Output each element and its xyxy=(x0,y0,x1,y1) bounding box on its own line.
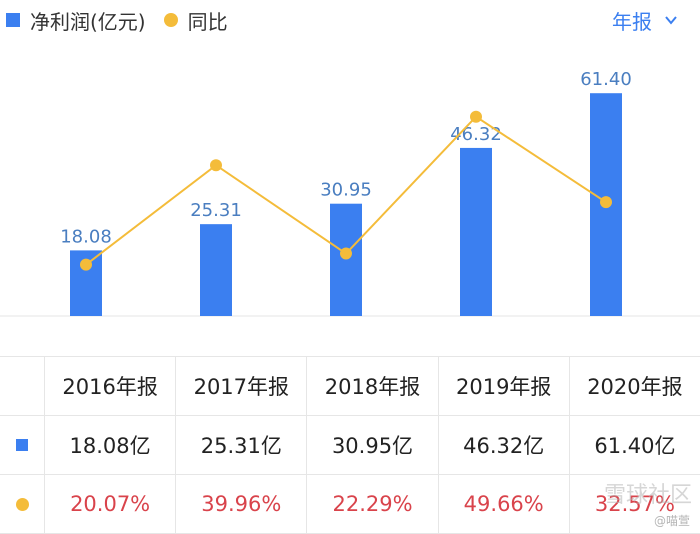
line-legend-marker xyxy=(163,13,178,27)
profit-cell: 61.40亿 xyxy=(568,416,700,474)
bar-value-label: 30.95 xyxy=(320,180,372,201)
line-legend-label: 同比 xyxy=(187,9,228,34)
bar-2019年报 xyxy=(460,147,492,316)
bar-legend-marker xyxy=(6,13,20,27)
header-row: 2016年报 2017年报 2018年报 2019年报 2020年报 xyxy=(0,356,700,416)
header-cell: 2019年报 xyxy=(437,357,569,415)
dot-icon xyxy=(15,497,29,511)
profit-cell: 46.32亿 xyxy=(437,416,569,474)
header-cell: 2017年报 xyxy=(175,357,306,415)
bar-legend-label: 净利润(亿元) xyxy=(30,9,146,34)
header-cell: 2018年报 xyxy=(306,357,437,415)
period-selector[interactable]: 年报 xyxy=(612,6,678,34)
yoy-cell: 22.29% xyxy=(306,475,437,533)
header-cell: 2016年报 xyxy=(44,357,175,415)
data-table: 2016年报 2017年报 2018年报 2019年报 2020年报 18.08… xyxy=(0,356,700,534)
profit-cell: 18.08亿 xyxy=(44,416,175,474)
profit-cell: 30.95亿 xyxy=(306,416,437,474)
yoy-point-2018年报 xyxy=(340,247,352,260)
profit-cell: 25.31亿 xyxy=(175,416,306,474)
yoy-row: 20.07% 39.96% 22.29% 49.66% 32.57% xyxy=(0,475,700,534)
period-selector-label: 年报 xyxy=(612,9,652,34)
yoy-cell: 39.96% xyxy=(175,475,306,533)
bars-group xyxy=(0,93,700,317)
yoy-cell: 49.66% xyxy=(437,475,569,533)
header-corner xyxy=(0,357,44,415)
yoy-point-2020年报 xyxy=(600,196,612,209)
yoy-cell: 20.07% xyxy=(44,475,175,533)
bar-value-label: 61.40 xyxy=(580,69,632,90)
yoy-point-2017年报 xyxy=(210,159,222,172)
yoy-row-marker xyxy=(0,475,44,533)
square-icon xyxy=(16,439,28,451)
bar-value-label: 25.31 xyxy=(190,200,242,221)
yoy-point-2019年报 xyxy=(470,110,482,123)
bar-2018年报 xyxy=(330,203,362,316)
header-cell: 2020年报 xyxy=(568,357,700,415)
profit-row: 18.08亿 25.31亿 30.95亿 46.32亿 61.40亿 xyxy=(0,416,700,475)
bar-2017年报 xyxy=(200,224,232,316)
yoy-cell: 32.57% xyxy=(568,475,700,533)
chevron-down-icon xyxy=(665,16,677,25)
chart-legend: 净利润(亿元) 同比 xyxy=(6,6,228,34)
bar-value-label: 18.08 xyxy=(60,226,112,247)
watermark-handle: @喵萱 xyxy=(653,514,690,528)
yoy-line-group xyxy=(80,110,612,271)
yoy-point-2016年报 xyxy=(80,258,92,271)
profit-row-marker xyxy=(0,416,44,474)
watermark: 雪球社区 xyxy=(603,483,692,508)
